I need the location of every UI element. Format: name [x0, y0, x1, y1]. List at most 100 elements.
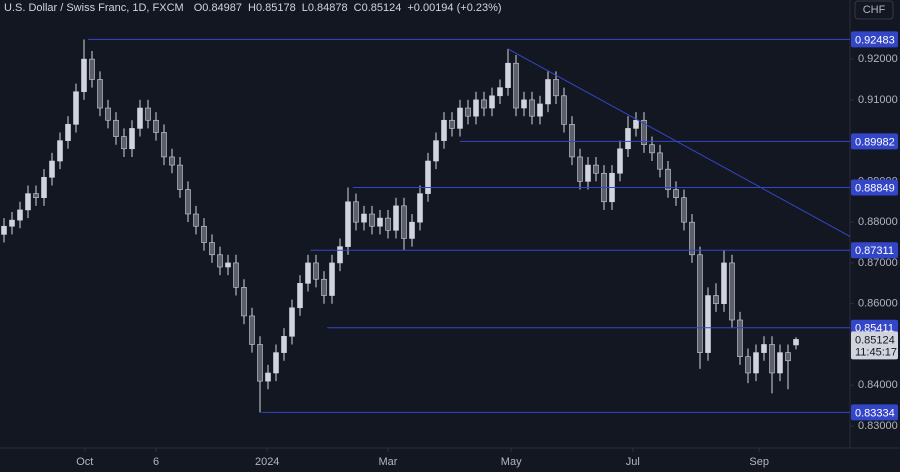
ohlc-letter: L	[302, 2, 308, 14]
header: U.S. Dollar / Swiss Franc, 1D, FXCM O0.84…	[4, 2, 502, 14]
level-label: 0.87311	[855, 245, 894, 257]
candle-body	[289, 307, 295, 337]
x-tick-label: Oct	[76, 456, 93, 468]
level-label-box	[851, 179, 898, 196]
x-tick-label: May	[501, 456, 522, 468]
level-label: 0.83334	[855, 407, 895, 419]
candle-body	[361, 213, 367, 223]
candle-body	[73, 91, 79, 125]
y-tick-label: 0.84000	[858, 379, 898, 391]
candle-body	[777, 352, 783, 374]
x-tick-label: Sep	[749, 456, 769, 468]
candle-body	[729, 262, 735, 321]
candle-body	[657, 152, 663, 170]
candle-body	[537, 103, 543, 117]
candle-body	[497, 87, 503, 97]
candle-body	[129, 128, 135, 150]
candle-body	[617, 148, 623, 174]
chart-title: U.S. Dollar / Swiss Franc, 1D, FXCM	[4, 2, 184, 14]
level-label: 0.92483	[855, 34, 895, 46]
candle-body	[345, 201, 351, 247]
x-tick-label: Jul	[626, 456, 640, 468]
candle-body	[433, 140, 439, 162]
candle-body	[89, 58, 95, 80]
candle-body	[209, 242, 215, 256]
candle-body	[305, 262, 311, 284]
candle-body	[713, 295, 719, 304]
candle-body	[329, 262, 335, 296]
candle-body	[569, 124, 575, 158]
candle-body	[521, 99, 527, 109]
y-tick-label: 0.86000	[858, 298, 898, 310]
candle-body	[401, 205, 407, 239]
candle-body	[593, 164, 599, 174]
candle-body	[761, 344, 767, 353]
y-tick-label: 0.91000	[858, 94, 898, 106]
candle-body	[65, 124, 71, 141]
candle-body	[145, 107, 151, 121]
candle-body	[721, 262, 727, 304]
trendline	[507, 48, 851, 237]
candle-body	[457, 107, 463, 129]
candle-body	[185, 189, 191, 215]
ohlc-letter: H	[248, 2, 256, 14]
candle-body	[265, 372, 271, 382]
candle-body	[481, 99, 487, 109]
x-tick-label: 6	[153, 456, 159, 468]
candle-body	[353, 201, 359, 223]
candle-body	[665, 168, 671, 190]
candle-body	[673, 189, 679, 199]
candle-body	[561, 95, 567, 125]
candle-body	[177, 164, 183, 190]
candle-body	[633, 119, 639, 129]
candle-body	[465, 107, 471, 117]
candle-body	[25, 193, 31, 211]
candle-body	[233, 262, 239, 288]
candle-body	[169, 156, 175, 166]
candle-body	[193, 213, 199, 227]
candle-body	[641, 119, 647, 146]
candle-body	[313, 262, 319, 280]
candle-body	[113, 119, 119, 137]
candle-body	[57, 140, 63, 162]
candle-body	[321, 278, 327, 296]
candle-body	[449, 119, 455, 129]
currency-box[interactable]	[854, 0, 894, 20]
level-label-box	[851, 404, 898, 421]
candle-body	[17, 209, 23, 221]
candle-body	[369, 213, 375, 227]
candle-body	[513, 62, 519, 109]
candle-body	[297, 283, 303, 309]
candle-body	[417, 193, 423, 223]
y-tick-label: 0.83000	[858, 420, 898, 432]
last-price-box	[851, 331, 898, 360]
level-label: 0.88849	[855, 182, 895, 194]
level-label-box	[851, 133, 898, 150]
candle-body	[121, 136, 127, 150]
candle-body	[201, 225, 207, 243]
candle-body	[793, 339, 799, 346]
ohlc-value: 0.84987	[202, 2, 242, 14]
candle-body	[553, 79, 559, 97]
candle-body	[753, 352, 759, 374]
candle-body	[585, 164, 591, 182]
candle-body	[249, 315, 255, 345]
candle-body	[577, 156, 583, 182]
candle-body	[97, 79, 103, 109]
candle-body	[281, 336, 287, 353]
x-tick-label: Mar	[379, 456, 398, 468]
last-price-label: 0.85124	[855, 334, 895, 346]
candle-body	[745, 356, 751, 374]
candle-body	[689, 221, 695, 256]
y-tick-label: 0.88000	[858, 216, 898, 228]
candle-body	[425, 160, 431, 194]
candle-body	[505, 62, 511, 88]
candle-body	[241, 287, 247, 317]
candle-body	[625, 128, 631, 150]
currency-label[interactable]: CHF	[863, 4, 886, 16]
candle-body	[785, 352, 791, 362]
candle-body	[393, 205, 399, 231]
candle-body	[81, 58, 87, 93]
